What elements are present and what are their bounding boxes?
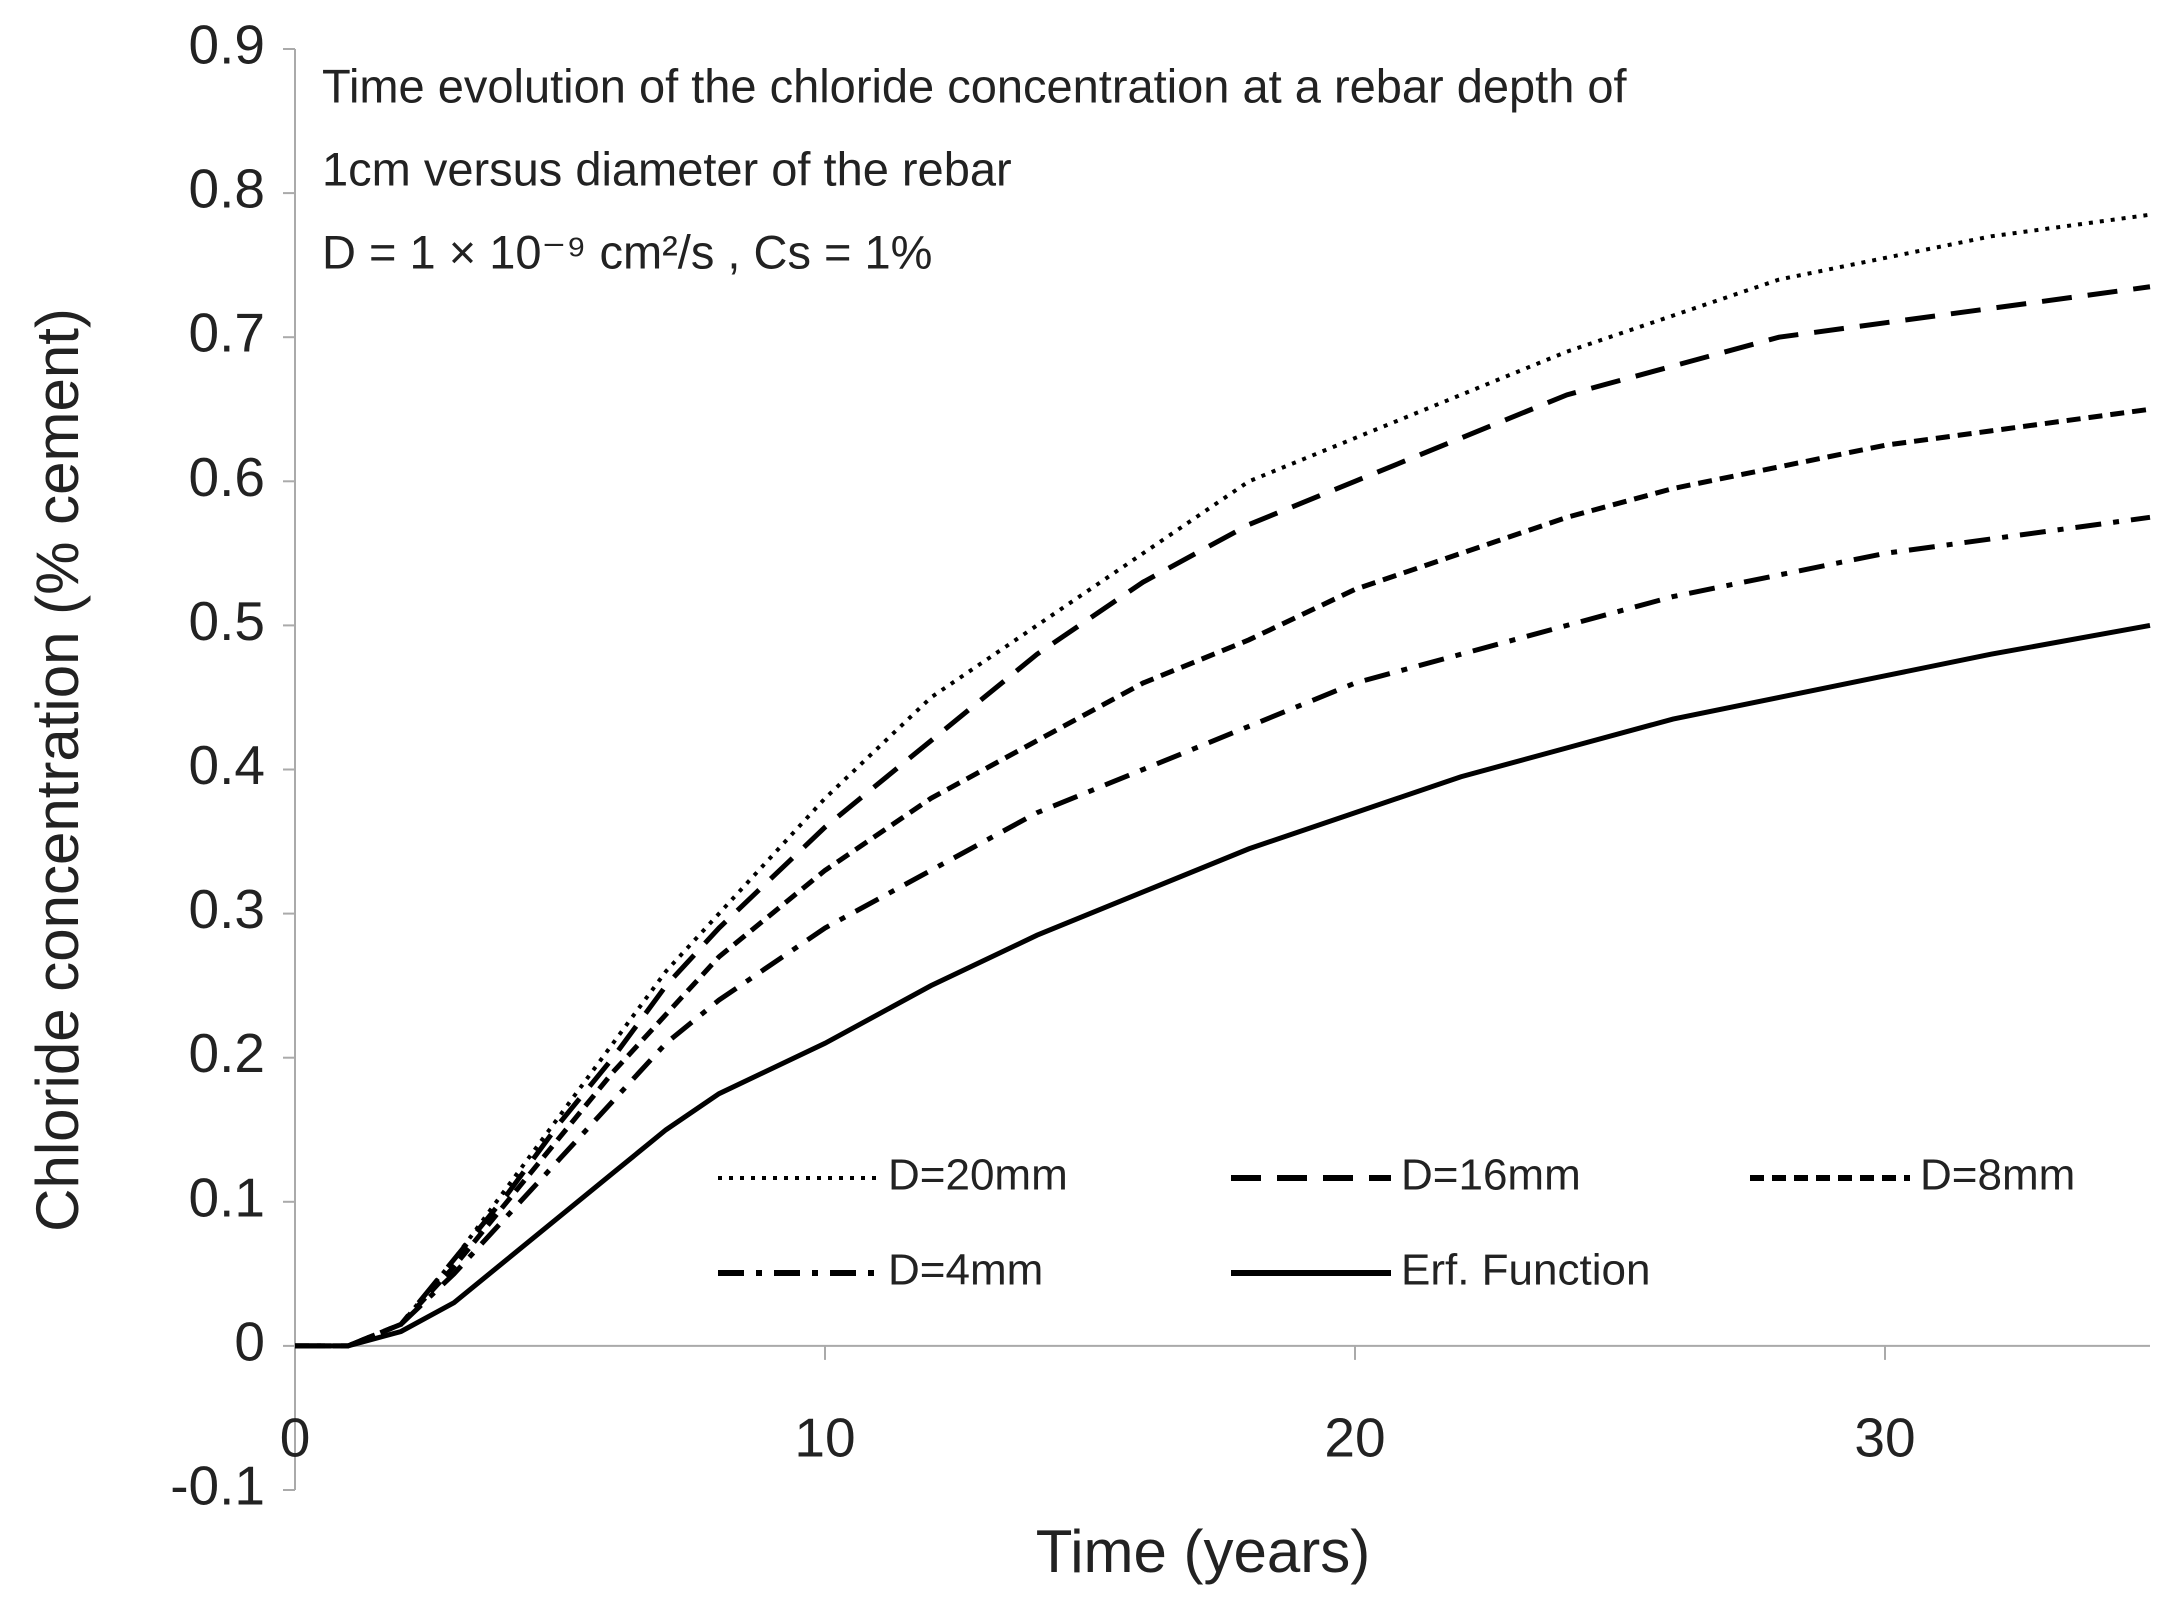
y-tick-label: 0.4 — [189, 734, 265, 796]
y-tick-label: 0.5 — [189, 590, 265, 652]
legend-label: Erf. Function — [1401, 1246, 1650, 1295]
x-tick-label: 30 — [1854, 1407, 1915, 1469]
y-tick-label: 0.8 — [189, 158, 265, 220]
x-axis-title: Time (years) — [1036, 1518, 1370, 1585]
series-line — [295, 212, 2151, 1348]
y-tick-label: 0.7 — [189, 302, 265, 364]
y-tick-label: -0.1 — [170, 1455, 265, 1517]
y-tick-label: 0.1 — [189, 1166, 265, 1228]
series-line — [295, 284, 2151, 1349]
legend-label: D=16mm — [1401, 1151, 1581, 1200]
series-line — [295, 514, 2151, 1349]
y-tick-label: 0.3 — [189, 878, 265, 940]
y-tick-label: 0.2 — [189, 1022, 265, 1084]
x-tick-label: 0 — [280, 1407, 311, 1469]
annotation-line: Time evolution of the chloride concentra… — [322, 59, 1628, 112]
legend-label: D=4mm — [888, 1246, 1043, 1295]
legend-label: D=8mm — [1920, 1151, 2075, 1200]
x-tick-label: 10 — [794, 1407, 855, 1469]
y-axis-title: Chloride concentration (% cement) — [24, 308, 91, 1232]
y-tick-label: 0 — [234, 1310, 265, 1372]
series-line — [295, 406, 2151, 1349]
x-tick-label: 20 — [1324, 1407, 1385, 1469]
annotation-line: D = 1 × 10⁻⁹ cm²/s , Cs = 1% — [322, 225, 932, 278]
y-tick-label: 0.6 — [189, 446, 265, 508]
annotation-line: 1cm versus diameter of the rebar — [322, 142, 1012, 195]
y-tick-label: 0.9 — [189, 14, 265, 76]
legend-label: D=20mm — [888, 1151, 1068, 1200]
series-line — [295, 622, 2151, 1349]
